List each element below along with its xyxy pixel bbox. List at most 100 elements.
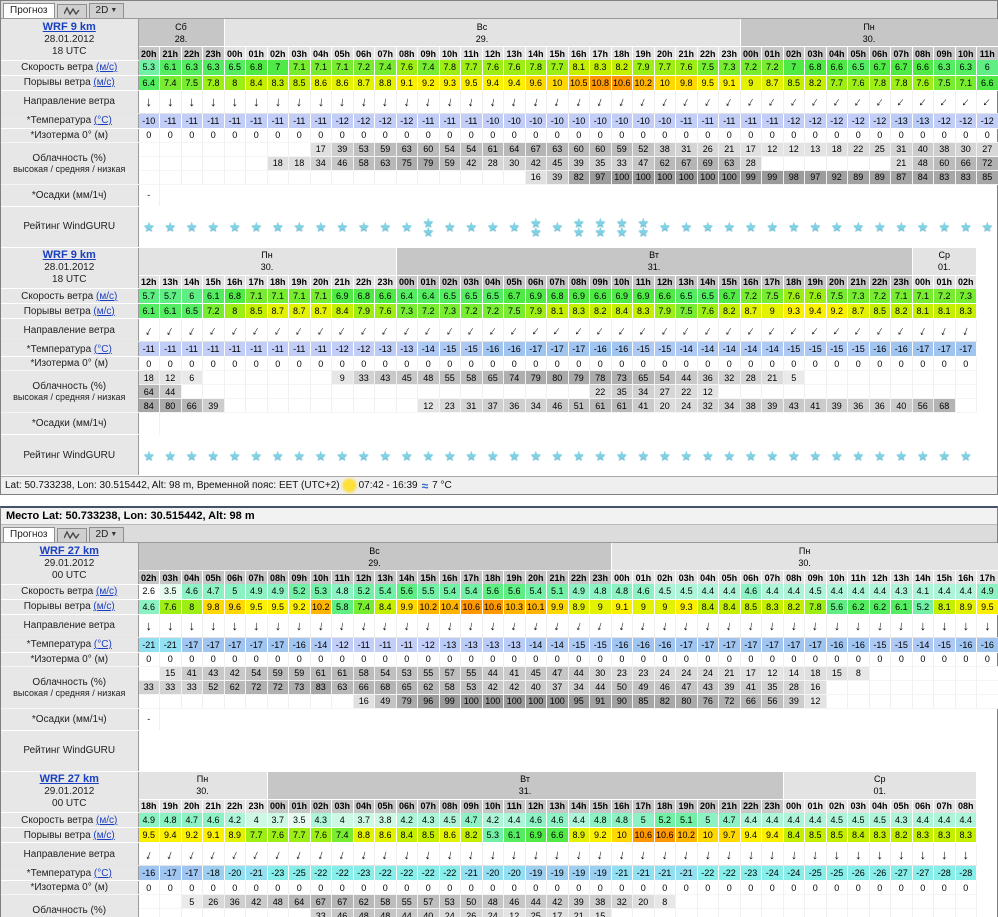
units-link[interactable]: (м/с) [96, 586, 118, 597]
units-link[interactable]: (°C) [93, 115, 112, 126]
units-link[interactable]: (м/с) [96, 290, 118, 302]
direction-cell: ↓ [826, 842, 849, 866]
cloud-high-cell: 14 [783, 666, 806, 681]
isotherm-cell: 0 [503, 128, 526, 143]
hour-cell: 06h [224, 570, 246, 584]
rating-cell: ★ [633, 435, 655, 476]
units-link[interactable]: (°C) [93, 867, 112, 879]
hour-cell: 09h [933, 46, 956, 60]
wind-direction-arrow-icon: ↓ [701, 321, 715, 339]
model-link[interactable]: WRF 27 km [39, 544, 99, 557]
units-link[interactable]: (°C) [93, 639, 112, 650]
speed-cell: 4.5 [675, 584, 698, 600]
isotherm-cell: 0 [396, 128, 419, 143]
rating-cell: ★ ★ [633, 206, 655, 247]
gust-cell: 9.4 [482, 75, 505, 91]
units-link[interactable]: (°C) [93, 343, 112, 355]
temp-cell: -16 [611, 637, 634, 653]
temp-cell: -12 [331, 113, 354, 129]
cloud-mid-cell: 47 [675, 680, 698, 695]
hour-cell: 23h [374, 274, 397, 289]
direction-cell: ↓ [267, 614, 289, 638]
speed-cell: 4.4 [740, 812, 763, 828]
units-link[interactable]: (м/с) [93, 829, 115, 841]
wind-direction-arrow-icon: ↓ [400, 321, 414, 339]
speed-cell: 6.9 [331, 288, 354, 304]
wind-direction-arrow-icon: ↓ [637, 93, 650, 110]
units-link[interactable]: (м/с) [93, 77, 115, 88]
hour-cell: 11h [976, 46, 998, 60]
star-icon: ★ [293, 219, 306, 234]
hour-cell: 10h [482, 798, 505, 813]
model-link[interactable]: WRF 9 km [42, 20, 96, 33]
cloud-high-cell: 17 [740, 142, 763, 157]
speed-cell: 6.7 [890, 60, 913, 76]
graph-tab[interactable] [56, 4, 87, 18]
temp-cell: -22 [310, 865, 333, 881]
gust-cell: 10.2 [632, 75, 655, 91]
graph-tab[interactable] [56, 528, 87, 542]
isotherm-cell: 0 [245, 128, 268, 143]
tab-forecast[interactable]: Прогноз [3, 3, 55, 18]
speed-cell: 7.2 [740, 288, 763, 304]
speed-cell: 6.9 [632, 288, 655, 304]
direction-cell: ↓ [159, 318, 182, 342]
gust-cell: 9.3 [439, 75, 462, 91]
star-icon: ★ [422, 447, 435, 463]
row-label-text: Скорость ветра [21, 814, 97, 826]
temp-cell: -17 [245, 637, 268, 653]
view-2d-tab[interactable]: 2D ▼ [88, 3, 125, 18]
isotherm-cell: 0 [589, 880, 612, 895]
model-link[interactable]: WRF 9 km [42, 249, 96, 262]
star-icon: ★ [529, 214, 542, 230]
star-icon: ★ [873, 447, 886, 463]
temp-cell: -16 [847, 637, 870, 653]
units-link[interactable]: (м/с) [96, 62, 118, 73]
gust-cell: 8.2 [783, 599, 806, 615]
cloud-mid-cell: 35 [761, 680, 784, 695]
cloud-low-cell [310, 398, 332, 413]
cloud-low-cell [288, 398, 311, 413]
gust-cell: 10.4 [439, 599, 461, 615]
cloud-mid-cell [804, 156, 827, 171]
wind-direction-arrow-icon: ↓ [746, 846, 755, 862]
model-header: WRF 27 km 29.01.2012 00 UTC [1, 771, 139, 813]
speed-cell: 4.1 [912, 584, 935, 600]
temp-cell: -12 [783, 113, 806, 129]
units-link[interactable]: (м/с) [96, 814, 118, 826]
gust-cell: 7.6 [267, 827, 290, 843]
direction-cell: ↓ [353, 90, 376, 114]
direction-cell: ↓ [525, 614, 547, 638]
day-cell: Пн 30. [138, 247, 397, 275]
direction-cell: ↓ [202, 90, 225, 114]
star-icon: ★ [250, 219, 263, 234]
wind-direction-arrow-icon: ↓ [872, 93, 887, 110]
wind-direction-arrow-icon: ↓ [402, 93, 412, 110]
gust-cell: 9.4 [761, 827, 784, 843]
cloud-mid-cell [847, 908, 870, 917]
hour-cell: 21h [546, 570, 569, 584]
wind-direction-arrow-icon: ↓ [744, 93, 758, 110]
direction-cell: ↓ [439, 90, 462, 114]
direction-cell: ↓ [718, 90, 741, 114]
wind-direction-arrow-icon: ↓ [253, 618, 260, 633]
gust-cell: 8.8 [353, 827, 376, 843]
rating-cell: ★ [719, 206, 741, 247]
units-link[interactable]: (м/с) [93, 305, 115, 317]
model-run: 18 UTC [52, 45, 87, 57]
cloud-high-cell: 24 [675, 666, 698, 681]
cloud-high-cell: 63 [546, 142, 569, 157]
wind-direction-arrow-icon: ↓ [228, 321, 242, 339]
direction-cell: ↓ [976, 90, 998, 114]
isotherm-cell: 0 [202, 128, 225, 143]
model-link[interactable]: WRF 27 km [39, 773, 99, 786]
view-2d-tab[interactable]: 2D ▼ [88, 527, 125, 542]
direction-cell: ↓ [933, 614, 956, 638]
star-icon: ★ [271, 447, 284, 463]
cloud-low-cell [159, 694, 182, 709]
units-link[interactable]: (м/с) [93, 601, 115, 612]
cloud-mid-cell [826, 156, 849, 171]
star-icon: ★ [830, 219, 843, 234]
tab-forecast[interactable]: Прогноз [3, 527, 55, 542]
isotherm-cell: 0 [933, 128, 956, 143]
